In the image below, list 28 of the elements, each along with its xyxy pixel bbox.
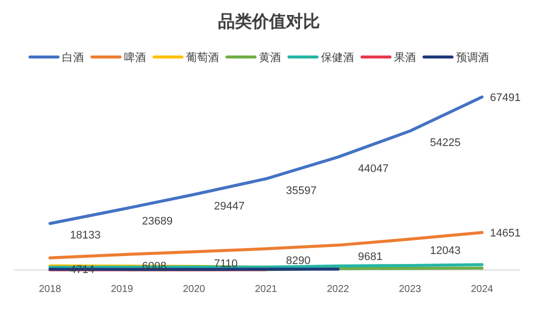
legend-label: 果酒 bbox=[394, 51, 416, 64]
data-label: 67491 bbox=[490, 92, 521, 104]
legend-label: 白酒 bbox=[62, 51, 84, 64]
legend-label: 黄酒 bbox=[259, 51, 281, 64]
x-tick-label: 2022 bbox=[326, 284, 350, 295]
legend-label: 保健酒 bbox=[321, 51, 354, 64]
data-label: 9681 bbox=[358, 251, 382, 264]
chart-title: 品类价值对比 bbox=[218, 12, 320, 31]
data-label: 18133 bbox=[70, 230, 101, 242]
x-tick-label: 2020 bbox=[182, 284, 206, 295]
data-label: 54225 bbox=[430, 137, 461, 150]
x-tick-label: 2024 bbox=[470, 284, 494, 295]
x-tick-label: 2018 bbox=[38, 284, 62, 295]
data-label: 8290 bbox=[286, 254, 310, 267]
legend-label: 啤酒 bbox=[124, 51, 146, 64]
data-label: 6008 bbox=[142, 260, 166, 273]
legend-label: 葡萄酒 bbox=[186, 51, 219, 64]
legend-label: 预调酒 bbox=[456, 51, 489, 64]
data-label: 23689 bbox=[142, 215, 173, 228]
x-tick-label: 2019 bbox=[110, 284, 134, 295]
data-label: 4714 bbox=[70, 264, 94, 276]
data-label: 29447 bbox=[214, 200, 245, 213]
data-label: 35597 bbox=[286, 184, 317, 197]
data-label: 14651 bbox=[490, 227, 521, 240]
x-tick-label: 2023 bbox=[398, 284, 422, 295]
x-tick-label: 2021 bbox=[254, 284, 278, 295]
data-label: 12043 bbox=[430, 245, 461, 258]
data-label: 44047 bbox=[358, 163, 389, 176]
